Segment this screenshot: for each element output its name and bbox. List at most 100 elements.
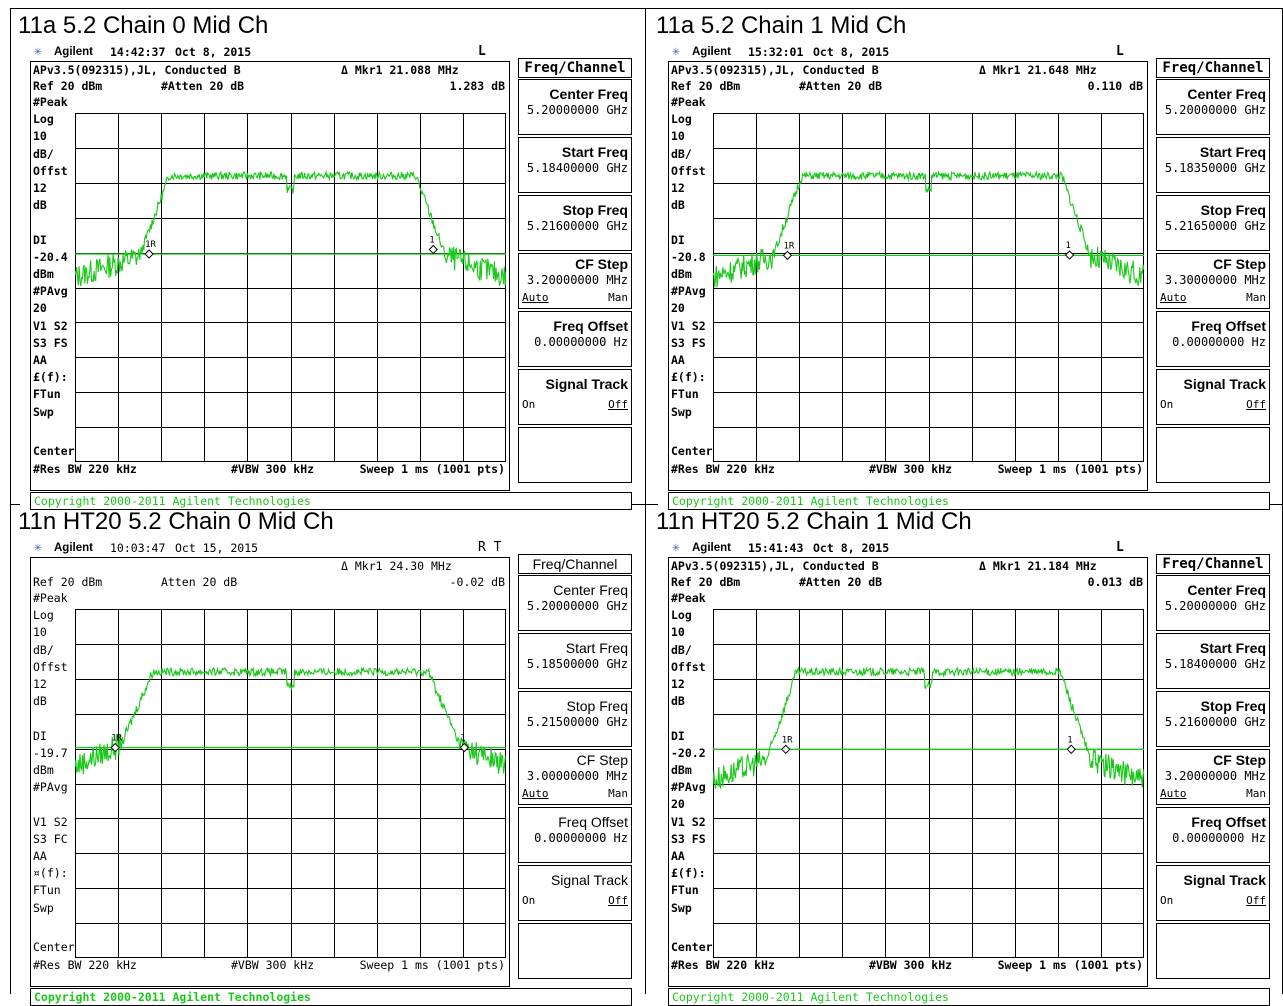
center-freq-label: Center Freq [553,582,628,598]
stop-freq-softkey[interactable]: Stop Freq 5.21500000 GHz [518,691,632,747]
marker-delta: 0.013 dB [1087,575,1143,589]
cf-step-softkey[interactable]: CF Step 3.30000000 MHz Auto Man [1156,253,1270,309]
left-annotation: 12 [671,677,685,691]
menu-title: Freq/Channel [518,554,632,574]
marker-1-icon [1066,744,1076,755]
left-annotation: Log [671,112,692,127]
signal-track-on: On [1160,894,1174,907]
stop-freq-softkey[interactable]: Stop Freq 5.21600000 GHz [1156,691,1270,747]
left-annotation: £(f): [33,370,68,385]
marker-1-icon [428,244,438,255]
signal-track-off: Off [608,894,628,907]
stop-freq-label: Stop Freq [566,698,628,714]
left-annotation: #PAvg [671,284,706,299]
signal-track-softkey[interactable]: Signal Track On Off [1156,369,1270,425]
signal-track-softkey[interactable]: Signal Track On Off [518,865,632,921]
start-freq-softkey[interactable]: Start Freq 5.18500000 GHz [518,633,632,689]
cf-step-value: 3.20000000 MHz [526,273,628,287]
center-freq-softkey[interactable]: Center Freq 5.20000000 GHz [518,575,632,631]
plot-frame [75,609,506,958]
stop-freq-softkey[interactable]: Stop Freq 5.21600000 GHz [518,195,632,251]
empty-softkey[interactable] [1156,923,1270,979]
plot-frame [713,113,1144,462]
empty-softkey[interactable] [518,427,632,483]
left-annotation: dBm [671,267,692,281]
marker-1r-icon [781,744,791,755]
resolution-bandwidth: #Res BW 220 kHz [33,958,137,972]
cf-step-softkey[interactable]: CF Step 3.20000000 MHz Auto Man [518,253,632,309]
left-annotation: #PAvg [671,780,706,795]
asterisk-icon: ✳ [34,540,42,555]
left-annotation: 10 [671,625,685,640]
cf-step-value: 3.20000000 MHz [1164,769,1266,783]
marker-1-label: 1 [1066,241,1071,251]
left-annotation: DI [33,232,47,247]
date: Oct 15, 2015 [175,541,259,555]
freq-offset-softkey[interactable]: Freq Offset 0.00000000 Hz [518,807,632,863]
left-annotation: DI [671,232,685,247]
signal-track-softkey[interactable]: Signal Track On Off [518,369,632,425]
freq-offset-softkey[interactable]: Freq Offset 0.00000000 Hz [1156,311,1270,367]
spectrum-plot: 1R 1 [75,113,506,462]
cf-step-value: 3.00000000 MHz [526,769,628,783]
table-border-mid-h [10,504,1283,505]
left-annotation: Log [33,608,54,623]
left-annotation: dB [33,198,47,213]
left-annotation: dBm [33,763,54,777]
cf-step-man: Man [1246,291,1266,304]
cf-step-softkey[interactable]: CF Step 3.20000000 MHz Auto Man [1156,749,1270,805]
table-border-mid-v [645,8,646,994]
brand-label: Agilent [54,46,93,58]
left-annotation: 20 [33,301,47,316]
mode-flag: R T [478,540,502,555]
marker-1r-icon [782,250,793,261]
left-annotation: V1 S2 [33,318,68,333]
center-freq-softkey[interactable]: Center Freq 5.20000000 GHz [518,79,632,135]
start-freq-softkey[interactable]: Start Freq 5.18350000 GHz [1156,137,1270,193]
cf-step-label: CF Step [576,752,628,768]
left-annotation: dB/ [33,642,54,657]
cf-step-softkey[interactable]: CF Step 3.00000000 MHz Auto Man [518,749,632,805]
attenuation: #Atten 20 dB [799,79,883,93]
signal-track-softkey[interactable]: Signal Track On Off [1156,865,1270,921]
marker-1r-label: 1R [145,240,156,250]
center-freq-softkey[interactable]: Center Freq 5.20000000 GHz [1156,79,1270,135]
stop-freq-softkey[interactable]: Stop Freq 5.21650000 GHz [1156,195,1270,251]
spectrum-trace [713,666,1144,790]
copyright-text: Copyright 2000-2011 Agilent Technologies [34,494,311,508]
start-freq-softkey[interactable]: Start Freq 5.18400000 GHz [518,137,632,193]
left-annotation: 20 [671,301,685,316]
ref-level: Ref 20 dBm [671,575,741,589]
video-bandwidth: #VBW 300 kHz [231,958,315,972]
left-annotation: £(f): [671,370,706,385]
freq-offset-softkey[interactable]: Freq Offset 0.00000000 Hz [1156,807,1270,863]
left-annotation: DI [671,728,685,743]
stop-freq-label: Stop Freq [562,202,628,218]
analyzer-screenshot: ✳ Agilent 15:41:43 Oct 8, 2015 L APv3.5(… [658,540,1270,1006]
cell-title: 11n HT20 5.2 Chain 1 Mid Ch [656,508,972,535]
spectrum-plot: 1R 1 [713,113,1144,462]
left-annotation: Offst [671,163,706,178]
asterisk-icon: ✳ [672,540,680,555]
start-freq-label: Start Freq [561,144,628,160]
freq-offset-value: 0.00000000 Hz [534,335,628,349]
signal-track-label: Signal Track [1183,872,1266,888]
start-freq-softkey[interactable]: Start Freq 5.18400000 GHz [1156,633,1270,689]
left-annotation: -20.4 [33,249,68,264]
signal-track-on: On [1160,398,1174,411]
freq-offset-softkey[interactable]: Freq Offset 0.00000000 Hz [518,311,632,367]
center-freq-value: 5.20000000 GHz [526,103,628,117]
center-freq-softkey[interactable]: Center Freq 5.20000000 GHz [1156,575,1270,631]
left-annotation: 10 [671,129,685,144]
signal-track-on: On [522,894,536,907]
left-annotation: AA [671,849,685,863]
left-annotation: AA [33,353,47,367]
video-bandwidth: #VBW 300 kHz [869,958,953,972]
cell-title: 11n HT20 5.2 Chain 0 Mid Ch [18,508,334,535]
empty-softkey[interactable] [1156,427,1270,483]
left-annotation: AA [33,849,47,863]
marker-readout: Δ Mkr1 21.184 MHz [979,559,1097,573]
timestamp: 15:32:01 [748,45,804,59]
empty-softkey[interactable] [518,923,632,979]
